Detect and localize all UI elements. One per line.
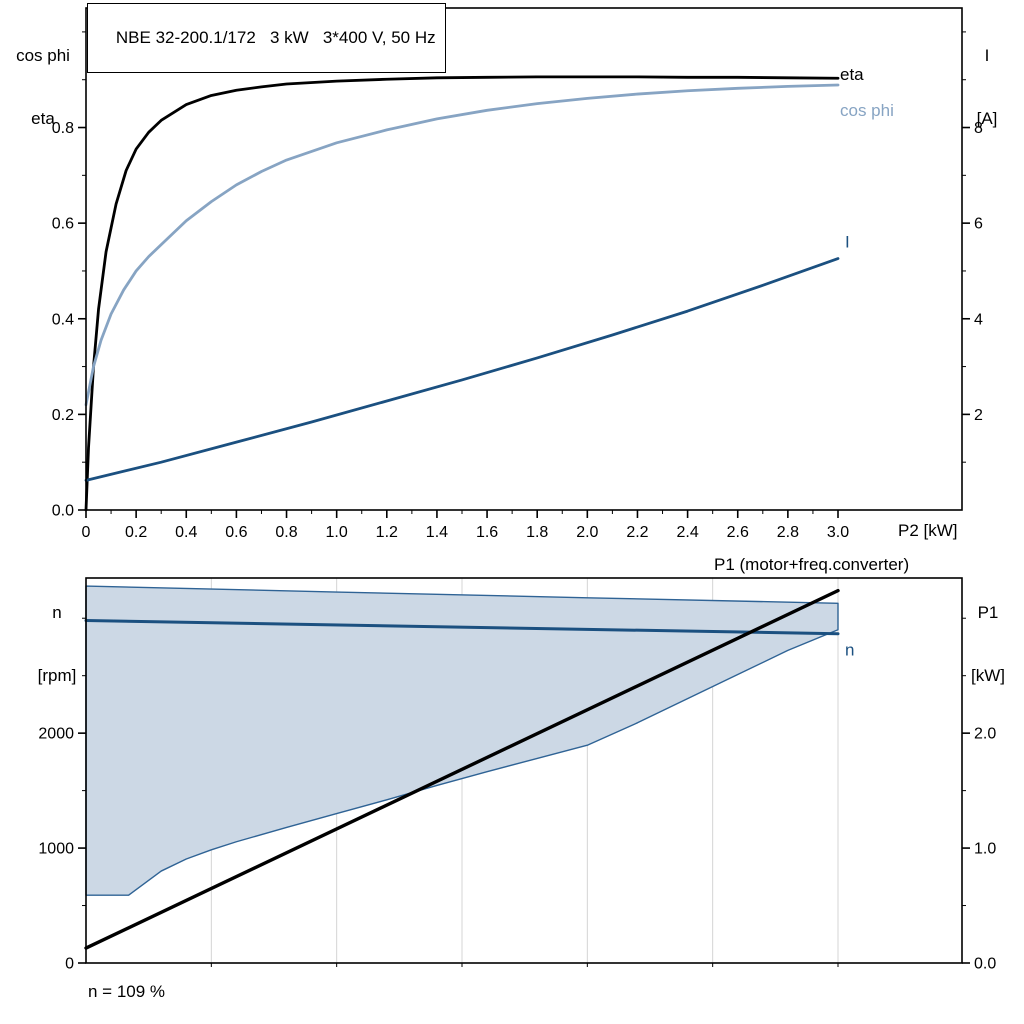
x-axis-tick-label: 0.2 (125, 524, 147, 541)
left-axis-tick-label: 0.0 (52, 503, 74, 520)
x-axis-tick-label: 0.6 (225, 524, 247, 541)
x-axis-tick-label: 2.2 (626, 524, 648, 541)
left-axis-tick-label: 0.6 (52, 216, 74, 233)
right-axis-tick-label: 0.0 (974, 956, 996, 973)
left-axis-tick-label: 2000 (38, 726, 74, 743)
series-P1 (84, 588, 840, 950)
series-n (84, 619, 840, 636)
top-left-axis-title: cos phi eta (4, 3, 82, 171)
top-chart: eta cos phi I 0.0 0.2 0.4 0.6 0.8 2 4 6 8 0 0.2 0.4 0.6… (52, 7, 983, 541)
speed-axis-label: n (52, 603, 62, 622)
right-axis-tick-label: 4 (974, 311, 983, 328)
x-axis-tick-label: 0.8 (275, 524, 297, 541)
top-right-axis-title: I [A] (958, 3, 1016, 171)
left-axis-tick-label: 0 (65, 956, 74, 973)
series-label-n: n (845, 640, 854, 659)
right-axis-tick-label: 2.0 (974, 726, 996, 743)
bottom-right-axis-title: P1 [kW] (956, 560, 1020, 728)
bottom-chart: n 0 1000 2000 0.0 1.0 2.0 (38, 577, 996, 973)
p1-series-label: P1 (motor+freq.converter) (714, 555, 910, 574)
x-axis-tick-label: 0.4 (175, 524, 197, 541)
series-label-eta: eta (840, 65, 864, 84)
kw-unit-label: [kW] (971, 666, 1005, 685)
plot-frame (85, 577, 963, 964)
right-axis-tick-label: 2 (974, 407, 983, 424)
eta-axis-label: eta (31, 109, 55, 128)
right-axis-tick-label: 8 (974, 120, 983, 137)
speed-percentage-annotation: n = 109 % (88, 982, 166, 1001)
current-axis-label: I (984, 46, 990, 65)
series-label-I: I (845, 232, 850, 251)
x-axis-tick-label: 3.0 (827, 524, 849, 541)
series-speed-range (85, 585, 839, 896)
p1-axis-label: P1 (977, 603, 999, 622)
chart-title-box: NBE 32-200.1/172 3 kW 3*400 V, 50 Hz (87, 3, 446, 73)
series-cos-phi (84, 83, 840, 407)
x-axis-tick-label: 1.4 (426, 524, 448, 541)
right-axis-tick-label: 1.0 (974, 841, 996, 858)
left-axis-tick-label: 0.2 (52, 407, 74, 424)
ampere-unit-label: [A] (976, 109, 998, 128)
x-axis-tick-label: 2.6 (727, 524, 749, 541)
left-axis-tick-label: 1000 (38, 841, 74, 858)
rpm-unit-label: [rpm] (37, 666, 77, 685)
x-axis-tick-label: 1.6 (476, 524, 498, 541)
x-axis-tick-label: 2.4 (676, 524, 698, 541)
x-axis-tick-label: 1.8 (526, 524, 548, 541)
series-I (84, 257, 840, 482)
cos-phi-axis-label: cos phi (16, 46, 70, 65)
left-axis-tick-label: 0.4 (52, 311, 74, 328)
x-axis-tick-label: 2.8 (777, 524, 799, 541)
x-axis-tick-label: 2.0 (576, 524, 598, 541)
x-axis-tick-label: 1.2 (376, 524, 398, 541)
bottom-left-axis-title: n [rpm] (22, 560, 92, 728)
chart-title: NBE 32-200.1/172 3 kW 3*400 V, 50 Hz (115, 28, 436, 47)
x-axis-tick-label: 1.0 (326, 524, 348, 541)
left-axis-tick-label: 0.8 (52, 120, 74, 137)
series-label-cos-phi: cos phi (840, 101, 894, 120)
series-eta (84, 75, 840, 512)
x-axis-tick-label: 0 (82, 524, 91, 541)
plot-frame (85, 7, 963, 511)
p2-axis-title: P2 [kW] (898, 521, 958, 540)
right-axis-tick-label: 6 (974, 216, 983, 233)
